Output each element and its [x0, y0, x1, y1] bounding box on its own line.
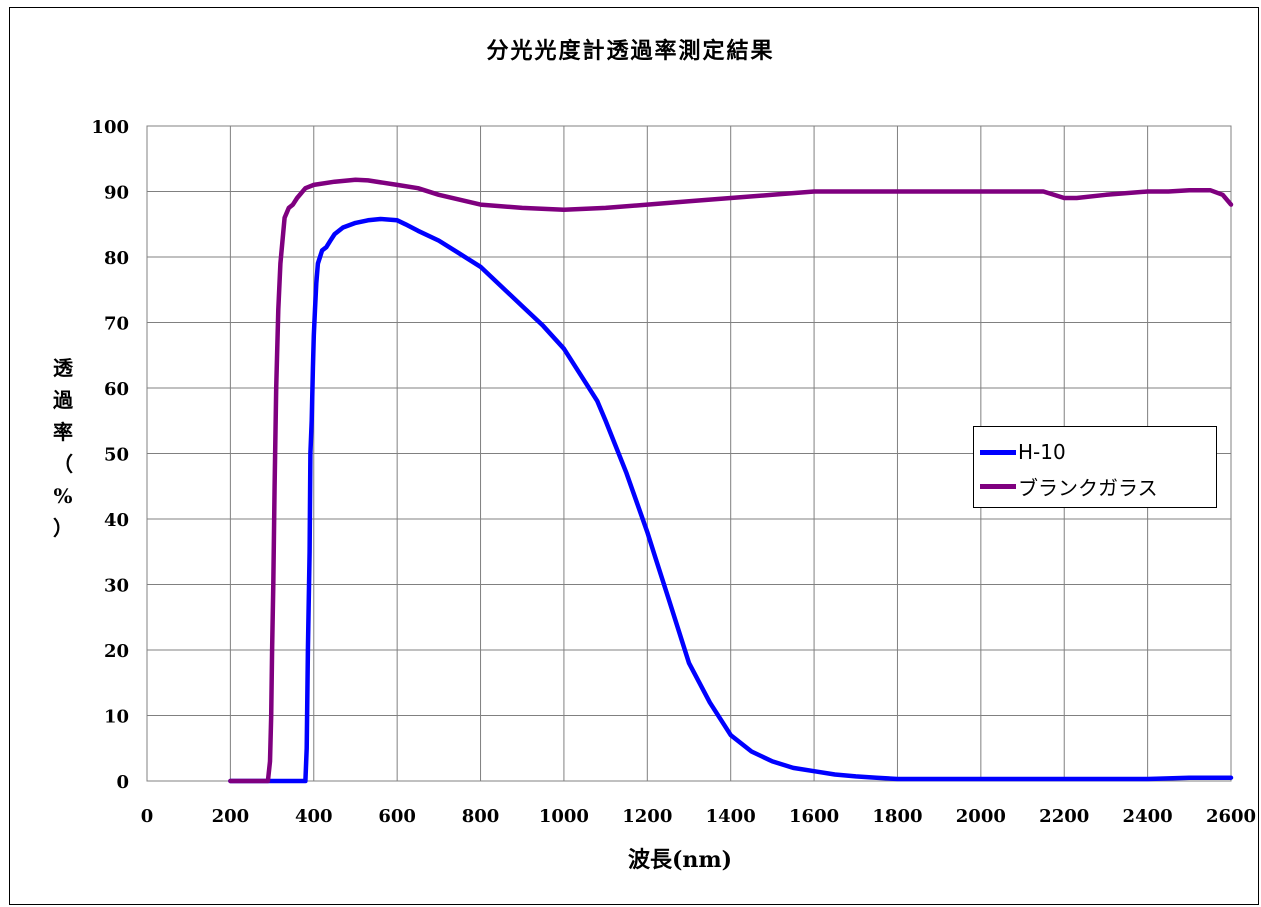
legend-label-h10: H-10 [1018, 440, 1066, 464]
x-tick-label: 2400 [1123, 806, 1173, 827]
y-tick-label: 60 [104, 379, 129, 400]
x-tick-label: 2200 [1039, 806, 1089, 827]
x-tick-label: 1200 [622, 806, 672, 827]
y-tick-label: 40 [104, 510, 129, 531]
x-tick-label: 800 [462, 806, 500, 827]
x-tick-label: 1400 [706, 806, 756, 827]
y-tick-label: 90 [104, 183, 129, 204]
x-axis-label: 波長(nm) [627, 847, 733, 873]
y-tick-labels: 0 10 20 30 40 50 60 70 80 90 100 [91, 117, 129, 793]
x-tick-label: 1800 [872, 806, 922, 827]
y-tick-label: 30 [104, 576, 129, 597]
series-line-blank-glass [228, 177, 1234, 784]
x-tick-label: 1600 [789, 806, 839, 827]
series-layer [228, 177, 1234, 784]
y-axis-label: 透過率（%） [53, 356, 73, 540]
plot-border [146, 125, 1232, 782]
x-tick-label: 600 [378, 806, 416, 827]
x-tick-label: 200 [212, 806, 250, 827]
y-tick-label: 100 [91, 117, 129, 138]
legend-swatch-blank-glass [980, 483, 1016, 489]
legend: H-10 ブランクガラス [973, 426, 1217, 508]
legend-swatch-h10 [980, 449, 1016, 455]
y-tick-label: 10 [104, 707, 129, 728]
x-tick-label: 1000 [539, 806, 589, 827]
legend-item-blank-glass: ブランクガラス [980, 471, 1158, 501]
y-tick-label: 50 [104, 445, 129, 466]
x-tick-label: 0 [141, 806, 154, 827]
x-tick-label: 2600 [1206, 806, 1256, 827]
series-line-h10 [228, 216, 1234, 784]
chart-title: 分光光度計透過率測定結果 [486, 38, 775, 64]
y-tick-label: 80 [104, 248, 129, 269]
x-tick-labels: 0 200 400 600 800 1000 1200 1400 1600 1800 2000 220… [141, 806, 1256, 827]
legend-item-h10: H-10 [980, 437, 1066, 467]
y-tick-label: 20 [104, 641, 129, 662]
y-tick-label: 0 [116, 772, 129, 793]
y-tick-label: 70 [104, 314, 129, 335]
x-tick-label: 400 [295, 806, 333, 827]
x-tick-label: 2000 [956, 806, 1006, 827]
legend-label-blank-glass: ブランクガラス [1018, 475, 1158, 500]
